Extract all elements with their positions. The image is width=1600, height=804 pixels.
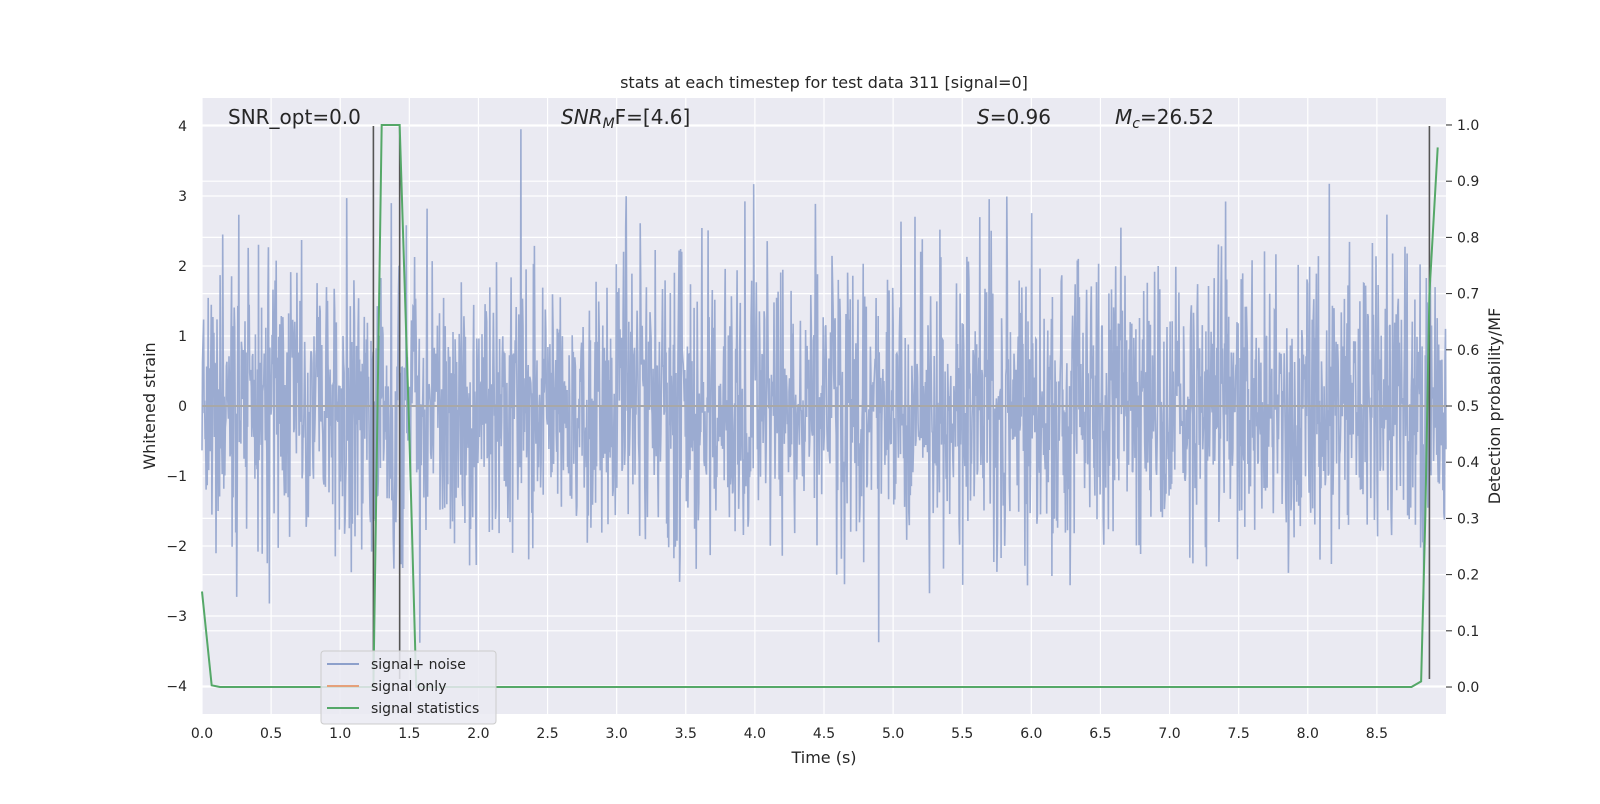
y-right-tick-label: 1.0 <box>1457 118 1479 134</box>
y-left-tick-label: 0 <box>178 399 187 415</box>
annotation-s-value: =0.96 <box>990 105 1051 129</box>
x-tick-label: 7.0 <box>1158 726 1180 742</box>
y-right-tick-label: 0.6 <box>1457 343 1479 359</box>
chart-title: stats at each timestep for test data 311… <box>620 73 1028 92</box>
y-left-tick-label: −2 <box>166 539 187 555</box>
x-tick-label: 6.0 <box>1020 726 1042 742</box>
event-markers <box>372 126 1431 679</box>
y-right-tick-label: 0.7 <box>1457 287 1479 303</box>
series-line-signal-noise <box>201 129 1447 643</box>
x-tick-label: 8.0 <box>1297 726 1319 742</box>
y-right-tick-label: 0.5 <box>1457 399 1479 415</box>
x-tick-label: 1.0 <box>329 726 351 742</box>
y-left-tick-label: 2 <box>178 259 187 275</box>
annotation-snr-mf-main: SNR <box>561 105 603 129</box>
x-tick-labels: 0.0 0.5 1.0 1.5 2.0 2.5 3.0 3.5 4.0 4.5 5.0 5.5 6.0 6… <box>191 726 1388 742</box>
annotation-mc-var: M <box>1115 105 1132 129</box>
y-right-tick-label: 0.8 <box>1457 230 1479 246</box>
y-left-tick-label: 4 <box>178 119 187 135</box>
y-left-tick-label: 3 <box>178 189 187 205</box>
x-tick-label: 6.5 <box>1089 726 1111 742</box>
y-left-tick-labels: 4 3 2 1 0 −1 −2 −3 −4 <box>166 119 187 695</box>
x-tick-label: 4.5 <box>813 726 835 742</box>
x-tick-label: 2.5 <box>536 726 558 742</box>
x-tick-label: 3.0 <box>606 726 628 742</box>
series-signal-statistics <box>201 123 1439 689</box>
annotation-s: S=0.96 <box>977 105 1051 129</box>
annotation-mc-sub: c <box>1132 116 1140 132</box>
annotation-snr-mf-sub: M <box>603 116 615 132</box>
x-tick-label: 2.0 <box>467 726 489 742</box>
y-right-tick-label: 0.9 <box>1457 174 1479 190</box>
annotation-snr-mf-rest: F=[4.6] <box>615 105 691 129</box>
y-left-tick-label: −1 <box>166 469 187 485</box>
series-signal-noise <box>201 129 1447 643</box>
series-line-signal-statistics <box>201 123 1439 689</box>
annotation-s-var: S <box>977 105 990 129</box>
legend-label-noise: signal+ noise <box>371 657 466 673</box>
legend: signal+ noise signal only signal statist… <box>320 650 497 725</box>
y-left-tick-label: 1 <box>178 329 187 345</box>
annotation-mc: Mc=26.52 <box>1115 105 1214 132</box>
y-right-tick-labels: 1.0 0.9 0.8 0.7 0.6 0.5 0.4 0.3 0.2 0.1 0.0 <box>1446 118 1479 696</box>
legend-box <box>320 650 497 725</box>
y-left-tick-label: −3 <box>166 609 187 625</box>
x-tick-label: 4.0 <box>744 726 766 742</box>
annotation-snr-opt: SNR_opt=0.0 <box>228 105 361 129</box>
y-right-tick-label: 0.4 <box>1457 455 1479 471</box>
x-tick-label: 5.5 <box>951 726 973 742</box>
y-left-axis-label: Whitened strain <box>140 342 159 469</box>
x-tick-label: 3.5 <box>675 726 697 742</box>
x-axis-label: Time (s) <box>790 748 856 767</box>
y-right-tick-label: 0.2 <box>1457 568 1479 584</box>
x-tick-label: 7.5 <box>1228 726 1250 742</box>
x-tick-label: 0.5 <box>260 726 282 742</box>
x-tick-label: 5.0 <box>882 726 904 742</box>
y-right-tick-label: 0.0 <box>1457 680 1479 696</box>
annotation-mc-value: =26.52 <box>1140 105 1214 129</box>
y-right-tick-label: 0.3 <box>1457 511 1479 527</box>
legend-label-signal: signal only <box>371 679 446 695</box>
y-right-tick-label: 0.1 <box>1457 624 1479 640</box>
legend-label-stats: signal statistics <box>371 701 479 717</box>
x-tick-label: 0.0 <box>191 726 213 742</box>
annotation-snr-mf: SNRMF=[4.6] <box>561 105 690 132</box>
y-left-tick-label: −4 <box>166 679 187 695</box>
x-tick-label: 1.5 <box>398 726 420 742</box>
x-tick-label: 8.5 <box>1366 726 1388 742</box>
y-right-axis-label: Detection probability/MF <box>1485 308 1504 505</box>
